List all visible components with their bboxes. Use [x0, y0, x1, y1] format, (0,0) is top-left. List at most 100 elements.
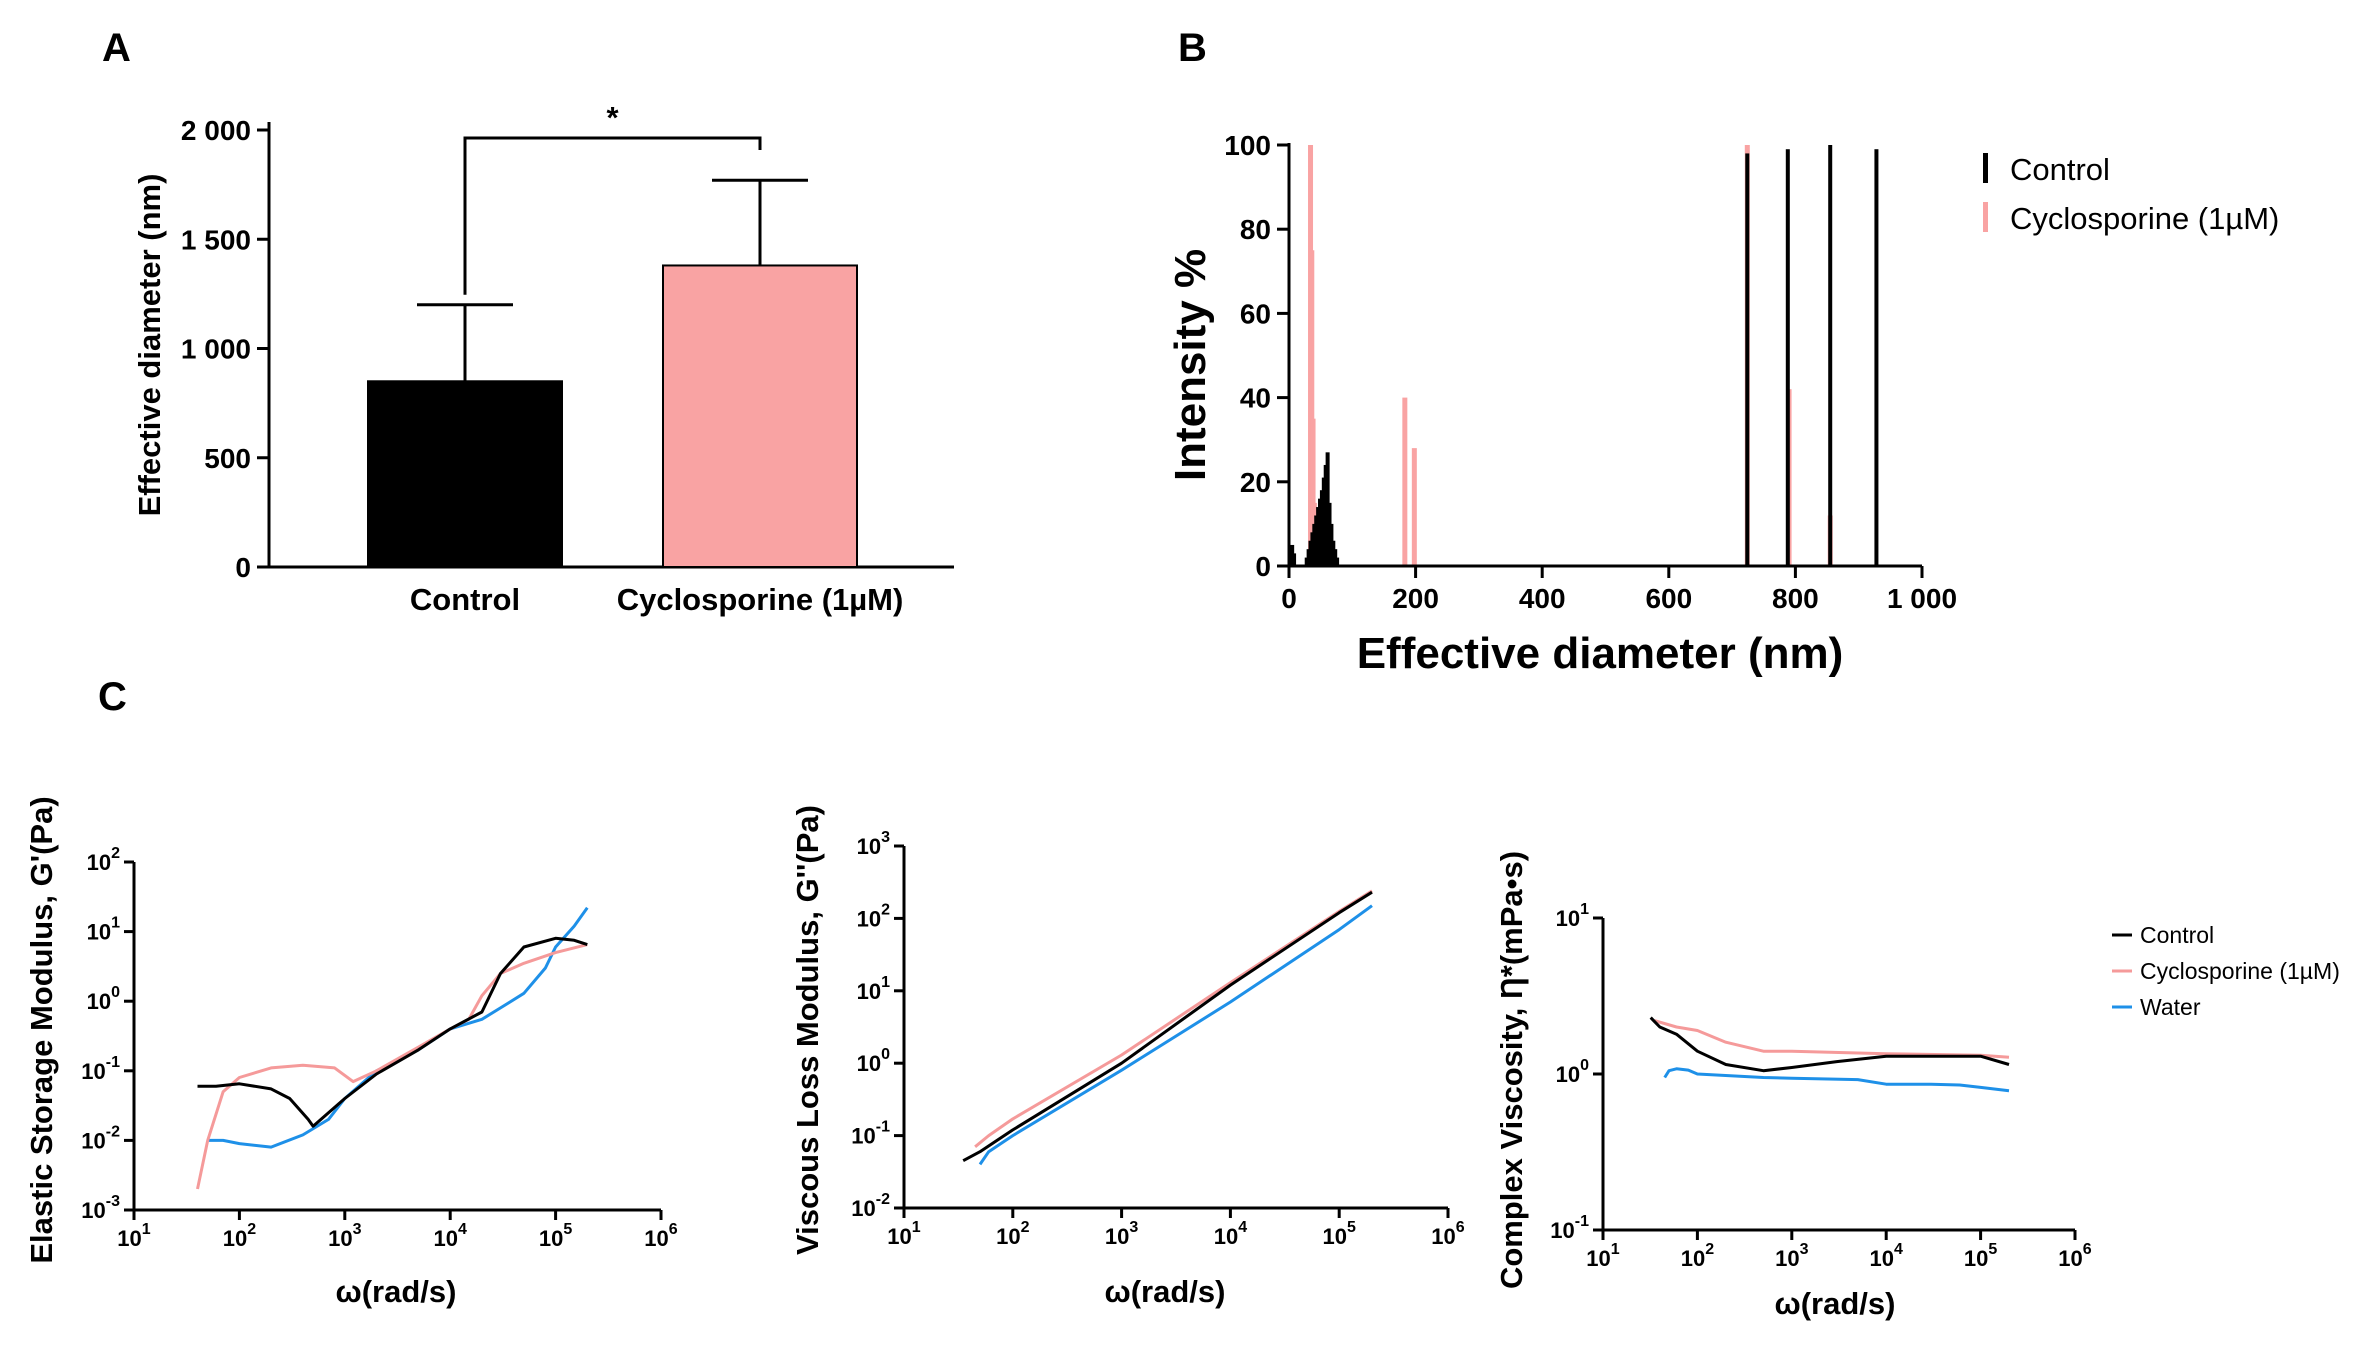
panel-letter-b: B — [1178, 26, 1207, 70]
chart-b-ytick-label: 40 — [1240, 383, 1271, 414]
series-water — [1663, 1067, 2010, 1093]
chart-b-legend: Control Cyclosporine (1µM) — [1983, 152, 2279, 236]
panelC1-ytick-label: 10-3 — [81, 1193, 120, 1223]
bar-cyclosporine — [1402, 397, 1408, 566]
bar-control — [1335, 557, 1340, 566]
significance-star: * — [606, 100, 619, 135]
chart-a-category-control: Control — [410, 582, 520, 617]
chart-c2-ylabel: Viscous Loss Modulus, G''(Pa) — [790, 805, 825, 1255]
panelC1-xtick-label: 104 — [434, 1221, 467, 1251]
chart-b: 0 200 400 600 800 1 000 0 20 40 60 80 100 Intensity… — [1166, 130, 2279, 678]
bar-cyclosporine — [1310, 418, 1316, 566]
chart-c1-ylabel: Elastic Storage Modulus, G'(Pa) — [24, 796, 59, 1263]
chart-b-ytick-label: 0 — [1255, 551, 1271, 582]
bar-control — [1333, 549, 1338, 566]
panelC3-ytick-label: 101 — [1556, 901, 1589, 931]
panel-letter-a: A — [102, 26, 131, 70]
panelC2-xtick-label: 106 — [1431, 1219, 1464, 1249]
panelC1-ytick-label: 10-1 — [81, 1054, 120, 1084]
chart-a-ylabel: Effective diameter (nm) — [132, 174, 167, 517]
chart-b-ytick-label: 60 — [1240, 298, 1271, 329]
panelC1-ytick-label: 100 — [87, 984, 120, 1014]
panelC3-xtick-label: 104 — [1870, 1241, 1903, 1271]
panelC2-xtick-label: 103 — [1105, 1219, 1138, 1249]
series-water — [978, 904, 1373, 1166]
panelC1-ytick-label: 102 — [87, 845, 120, 875]
chart-a-ytick-label: 1 000 — [181, 334, 251, 365]
bar-control — [1874, 149, 1879, 566]
series-cyclosporine — [1653, 1019, 2010, 1059]
panelC3-ytick-label: 10-1 — [1550, 1213, 1589, 1243]
chart-b-xlabel: Effective diameter (nm) — [1357, 629, 1844, 678]
bar-control — [367, 380, 563, 568]
bar-cyclosporine — [662, 264, 858, 568]
chart-b-xtick-label: 600 — [1645, 583, 1692, 614]
panelC2-ytick-label: 102 — [857, 901, 890, 931]
panelC1-xtick-label: 102 — [223, 1221, 256, 1251]
panelC2-ytick-label: 103 — [857, 829, 890, 859]
chart-b-xtick-label: 0 — [1281, 583, 1297, 614]
chart-c3: Complex Viscosity, Ƞ*(mPa•s) ω(rad/s) Co… — [1494, 851, 2340, 1321]
panelC2-xtick-label: 105 — [1323, 1219, 1356, 1249]
chart-b-ylabel: Intensity % — [1166, 249, 1215, 481]
panelC1-xtick-label: 101 — [117, 1221, 150, 1251]
chart-c3-legend: Control Cyclosporine (1µM) Water — [2112, 922, 2340, 1020]
bar-control — [1292, 553, 1297, 566]
panelC2-ytick-label: 100 — [857, 1046, 890, 1076]
panelC2-xtick-label: 102 — [996, 1219, 1029, 1249]
series-control — [197, 936, 588, 1128]
series-control — [962, 890, 1373, 1163]
chart-a-ytick-label: 500 — [204, 443, 251, 474]
panelC3-xtick-label: 105 — [1964, 1241, 1997, 1271]
panelC1-xtick-label: 105 — [539, 1221, 572, 1251]
legend-label-control: Control — [2010, 152, 2110, 187]
chart-b-xtick-label: 400 — [1519, 583, 1566, 614]
legend-swatch-control — [1983, 153, 1988, 183]
chart-b-ytick-label: 100 — [1224, 130, 1271, 161]
panel-letter-c: C — [98, 675, 127, 719]
panelC3-ytick-label: 100 — [1556, 1057, 1589, 1087]
chart-b-ytick-label: 80 — [1240, 214, 1271, 245]
panelC2-ytick-label: 10-2 — [851, 1191, 890, 1221]
panelC3-xtick-label: 102 — [1681, 1241, 1714, 1271]
chart-b-ytick-label: 20 — [1240, 467, 1271, 498]
bar-control — [1745, 153, 1750, 567]
series-cyclosporine — [196, 943, 588, 1190]
legend-label-cyclosporine: Cyclosporine (1µM) — [2010, 201, 2279, 236]
chart-a-ytick-label: 1 500 — [181, 224, 251, 255]
bar-cyclosporine — [1309, 250, 1315, 566]
bar-cyclosporine — [1411, 448, 1417, 566]
panelC2-xtick-label: 101 — [887, 1219, 920, 1249]
panelC3-xtick-label: 101 — [1586, 1241, 1619, 1271]
legend-c3-cyclosporine: Cyclosporine (1µM) — [2140, 958, 2340, 984]
chart-c3-ylabel: Complex Viscosity, Ƞ*(mPa•s) — [1494, 851, 1529, 1289]
series-control — [1649, 1016, 2010, 1073]
chart-a-category-cyclosporine: Cyclosporine (1µM) — [617, 582, 904, 617]
chart-c2-xlabel: ω(rad/s) — [1105, 1274, 1226, 1309]
panelC2-ytick-label: 101 — [857, 974, 890, 1004]
legend-c3-control: Control — [2140, 922, 2214, 948]
panelC1-ytick-label: 101 — [87, 915, 120, 945]
chart-a-ytick-label: 0 — [235, 552, 251, 583]
chart-c2: Viscous Loss Modulus, G''(Pa) ω(rad/s) 1… — [790, 805, 1465, 1309]
panelC1-xtick-label: 103 — [328, 1221, 361, 1251]
chart-c3-xlabel: ω(rad/s) — [1775, 1286, 1896, 1321]
panelC2-xtick-label: 104 — [1214, 1219, 1247, 1249]
legend-swatch-cyclosporine — [1983, 202, 1988, 232]
panelC1-ytick-label: 10-2 — [81, 1123, 120, 1153]
chart-a-ytick-label: 2 000 — [181, 115, 251, 146]
panelC2-ytick-label: 10-1 — [851, 1119, 890, 1149]
chart-c1-xlabel: ω(rad/s) — [336, 1274, 457, 1309]
chart-c1: Elastic Storage Modulus, G'(Pa) ω(rad/s)… — [24, 796, 678, 1309]
panelC3-xtick-label: 106 — [2058, 1241, 2091, 1271]
panelC1-xtick-label: 106 — [644, 1221, 677, 1251]
significance-bracket — [463, 136, 762, 295]
chart-a: 0 500 1 000 1 500 2 000 * Effective diameter… — [132, 100, 954, 617]
chart-b-xtick-label: 200 — [1392, 583, 1439, 614]
chart-b-xtick-label: 800 — [1772, 583, 1819, 614]
bar-control — [1785, 149, 1790, 566]
legend-c3-water: Water — [2140, 994, 2201, 1020]
panelC3-xtick-label: 103 — [1775, 1241, 1808, 1271]
bar-control — [1828, 145, 1833, 566]
